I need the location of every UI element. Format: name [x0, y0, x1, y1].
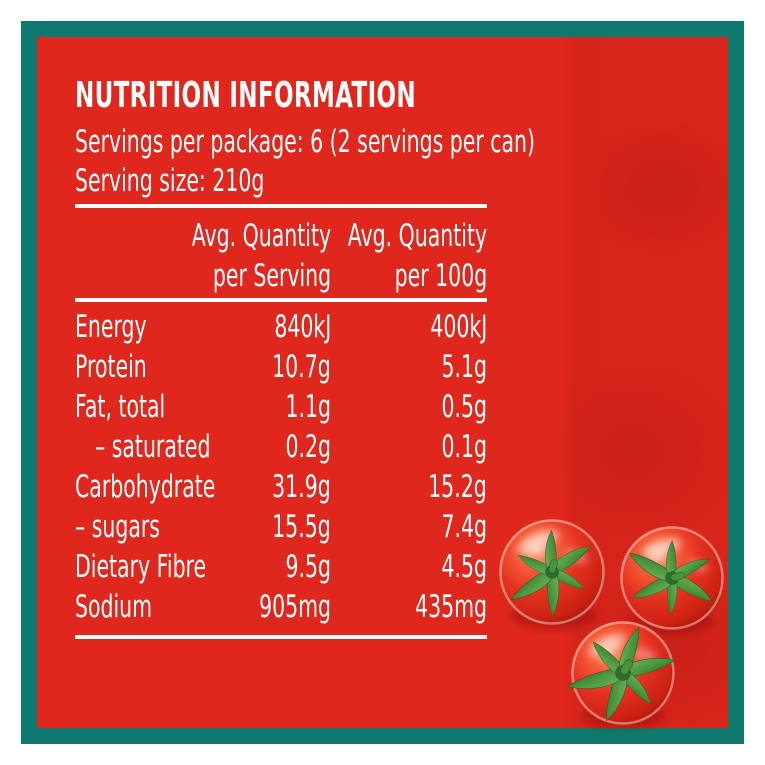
panel-title-text: NUTRITION INFORMATION: [75, 75, 416, 116]
value-per-100g: 15.2g: [428, 469, 487, 505]
divider-middle: [75, 298, 487, 302]
value-per-serving: 10.7g: [272, 349, 331, 385]
nutrition-panel: NUTRITION INFORMATION Servings per packa…: [37, 37, 728, 728]
column-header-per-100g-line2: per 100g: [394, 258, 487, 294]
divider-top: [75, 204, 487, 208]
nutrition-rows: Energy 840kJ 400kJ Protein 10.7g 5.1g Fat, tot…: [75, 307, 487, 627]
nutrient-name: Dietary Fibre: [75, 549, 207, 585]
panel-title: NUTRITION INFORMATION: [75, 76, 608, 116]
value-per-serving: 31.9g: [272, 469, 331, 505]
nutrient-name: Fat, total: [75, 389, 166, 425]
value-per-100g: 0.1g: [441, 429, 487, 465]
nutrient-name: Carbohydrate: [75, 469, 216, 505]
column-header-per-serving-line2: per Serving: [212, 258, 331, 294]
value-per-serving: 15.5g: [272, 509, 331, 545]
value-per-100g: 435mg: [415, 589, 487, 625]
value-per-serving: 905mg: [259, 589, 331, 625]
table-row: Sodium 905mg 435mg: [75, 587, 487, 627]
value-per-100g: 4.5g: [441, 549, 487, 585]
table-row: Carbohydrate 31.9g 15.2g: [75, 467, 487, 507]
column-header-per-serving: Avg. Quantity per Serving: [120, 216, 331, 296]
nutrient-name: Protein: [75, 349, 147, 385]
table-row: – saturated 0.2g 0.1g: [75, 427, 487, 467]
table-row: Fat, total 1.1g 0.5g: [75, 387, 487, 427]
column-header-per-100g-line1: Avg. Quantity: [347, 218, 487, 254]
servings-per-package-text: Servings per package: 6 (2 servings per …: [75, 124, 535, 160]
table-row: Energy 840kJ 400kJ: [75, 307, 487, 347]
table-row: – sugars 15.5g 7.4g: [75, 507, 487, 547]
table-row: Protein 10.7g 5.1g: [75, 347, 487, 387]
value-per-serving: 1.1g: [285, 389, 331, 425]
value-per-serving: 840kJ: [274, 309, 331, 345]
value-per-100g: 400kJ: [430, 309, 487, 345]
table-header: Avg. Quantity per Serving Avg. Quantity …: [75, 216, 487, 296]
nutrient-name: – saturated: [95, 429, 211, 465]
nutrient-name: Sodium: [75, 589, 153, 625]
value-per-serving: 0.2g: [285, 429, 331, 465]
value-per-100g: 5.1g: [441, 349, 487, 385]
table-row: Dietary Fibre 9.5g 4.5g: [75, 547, 487, 587]
value-per-100g: 7.4g: [441, 509, 487, 545]
column-header-per-100g: Avg. Quantity per 100g: [276, 216, 487, 296]
column-header-per-serving-line1: Avg. Quantity: [191, 218, 331, 254]
value-per-100g: 0.5g: [441, 389, 487, 425]
nutrient-name: Energy: [75, 309, 147, 345]
serving-size-line: Serving size: 210g: [75, 161, 362, 201]
serving-size-text: Serving size: 210g: [75, 163, 265, 199]
value-per-serving: 9.5g: [285, 549, 331, 585]
servings-per-package-line: Servings per package: 6 (2 servings per …: [75, 122, 765, 162]
divider-bottom: [75, 635, 487, 639]
nutrient-name: – sugars: [75, 509, 160, 545]
